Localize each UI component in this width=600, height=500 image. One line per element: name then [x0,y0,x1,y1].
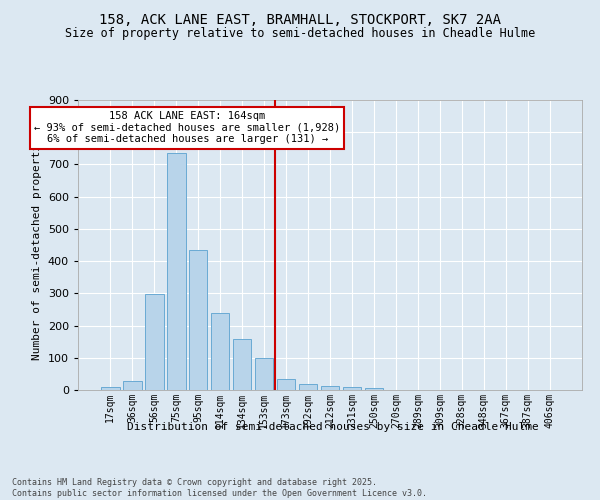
Text: 158, ACK LANE EAST, BRAMHALL, STOCKPORT, SK7 2AA: 158, ACK LANE EAST, BRAMHALL, STOCKPORT,… [99,12,501,26]
Bar [365,388,383,390]
Bar [101,388,119,390]
Text: Contains HM Land Registry data © Crown copyright and database right 2025.
Contai: Contains HM Land Registry data © Crown c… [12,478,427,498]
Bar [320,386,340,390]
Bar [233,339,251,390]
Y-axis label: Number of semi-detached properties: Number of semi-detached properties [32,130,42,360]
Text: Distribution of semi-detached houses by size in Cheadle Hulme: Distribution of semi-detached houses by … [127,422,539,432]
Bar [299,384,317,390]
Bar [123,382,142,390]
Bar [277,378,295,390]
Bar [167,153,185,390]
Bar [255,358,274,390]
Text: 158 ACK LANE EAST: 164sqm
← 93% of semi-detached houses are smaller (1,928)
6% o: 158 ACK LANE EAST: 164sqm ← 93% of semi-… [34,112,340,144]
Text: Size of property relative to semi-detached houses in Cheadle Hulme: Size of property relative to semi-detach… [65,28,535,40]
Bar [145,294,164,390]
Bar [343,387,361,390]
Bar [189,250,208,390]
Bar [211,312,229,390]
